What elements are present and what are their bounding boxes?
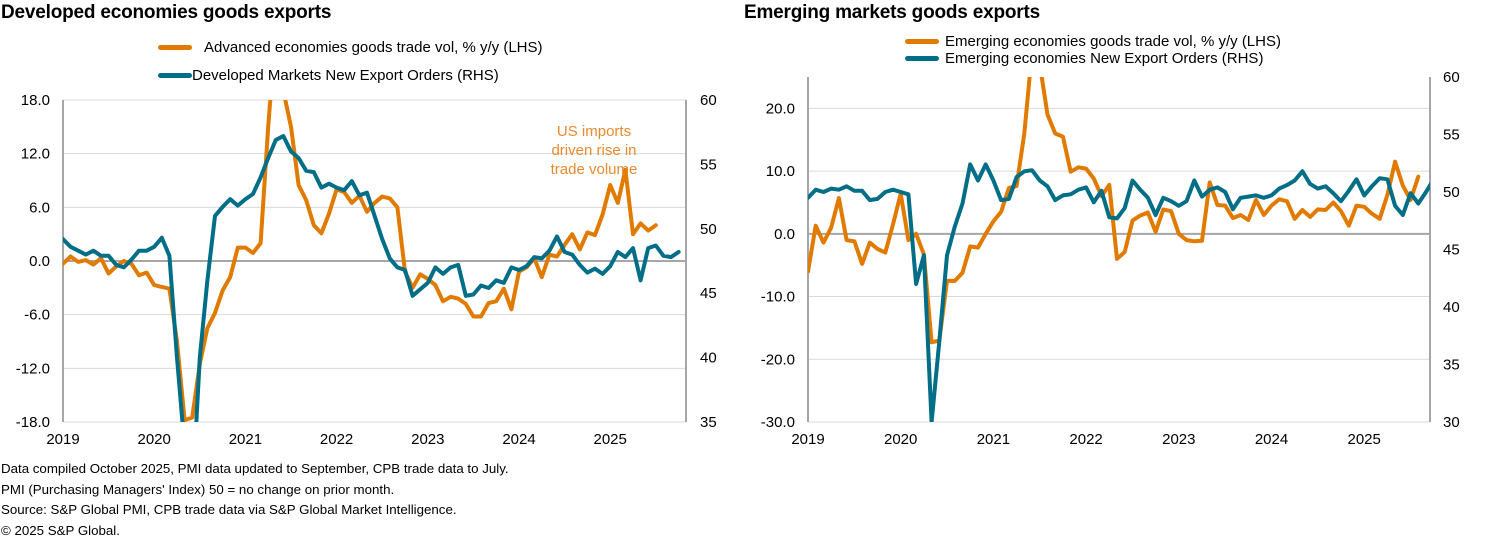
footnote-pmi-definition: PMI (Purchasing Managers' Index) 50 = no… [1, 481, 395, 497]
left-axis-tick-label: 20.0 [766, 100, 795, 117]
legend-label: Emerging economies New Export Orders (RH… [945, 50, 1264, 67]
series-line-new-export-orders [63, 134, 681, 422]
right-axis-tick-label: 40 [700, 350, 717, 367]
x-axis-tick-label: 2021 [229, 431, 262, 448]
legend-item-emerging-trade: Emerging economies goods trade vol, % y/… [905, 33, 1281, 50]
legend-label: Developed Markets New Export Orders (RHS… [192, 66, 499, 84]
right-axis-tick-label: 35 [700, 414, 717, 431]
right-axis-tick-label: 45 [700, 285, 717, 302]
left-axis-tick-label: -18.0 [16, 414, 50, 431]
x-axis-tick-label: 2019 [46, 431, 79, 448]
right-axis-tick-label: 40 [1443, 299, 1460, 316]
legend-label: Emerging economies goods trade vol, % y/… [945, 33, 1281, 50]
legend-label: Advanced economies goods trade vol, % y/… [204, 38, 543, 56]
right-axis-tick-label: 55 [700, 156, 717, 173]
annotation-text: trade volume [551, 161, 638, 178]
legend-item-emerging-neo: Emerging economies New Export Orders (RH… [905, 50, 1281, 67]
left-axis-tick-label: 12.0 [21, 146, 50, 163]
chart-2-legend: Emerging economies goods trade vol, % y/… [905, 33, 1281, 67]
left-axis-tick-label: 0.0 [29, 253, 50, 270]
annotation-text: driven rise in [551, 142, 636, 159]
series-line-new-export-orders [808, 162, 1430, 422]
legend-swatch-teal [158, 72, 192, 78]
x-axis-tick-label: 2024 [502, 431, 535, 448]
right-axis-tick-label: 50 [700, 221, 717, 238]
left-axis-tick-label: -10.0 [761, 289, 795, 306]
legend-swatch-orange [158, 44, 192, 50]
annotation-text: US imports [557, 123, 631, 140]
chart-1-legend: Advanced economies goods trade vol, % y/… [158, 37, 543, 85]
footnote-data-compiled: Data compiled October 2025, PMI data upd… [1, 461, 509, 476]
x-axis-tick-label: 2025 [594, 431, 627, 448]
x-axis-tick-label: 2025 [1348, 431, 1381, 448]
left-axis-tick-label: 0.0 [774, 226, 795, 243]
chart-2-plot: 20.0 10.0 0.0 -10.0 -20.0 -30.0 60 55 50 45 40 35 30… [761, 69, 1460, 448]
right-axis-tick-label: 30 [1443, 414, 1460, 431]
left-axis-tick-label: -12.0 [16, 360, 50, 377]
left-axis-tick-label: -6.0 [24, 307, 50, 324]
left-axis-tick-label: -20.0 [761, 351, 795, 368]
left-axis-tick-label: 18.0 [21, 92, 50, 109]
x-axis-tick-label: 2022 [1069, 431, 1102, 448]
legend-item-developed-neo: Developed Markets New Export Orders (RHS… [158, 65, 543, 85]
legend-swatch-orange [905, 39, 939, 44]
chart-1-title: Developed economies goods exports [1, 2, 332, 23]
x-axis-tick-label: 2020 [138, 431, 171, 448]
x-axis-tick-label: 2020 [884, 431, 917, 448]
footnotes: Data compiled October 2025, PMI data upd… [1, 459, 509, 541]
legend-swatch-teal [905, 56, 939, 61]
right-axis-tick-label: 35 [1443, 357, 1460, 374]
legend-item-advanced-trade: Advanced economies goods trade vol, % y/… [158, 37, 543, 57]
left-axis-tick-label: 10.0 [766, 163, 795, 180]
x-axis-tick-label: 2022 [320, 431, 353, 448]
right-axis-tick-label: 60 [700, 92, 717, 109]
left-axis-tick-label: -30.0 [761, 414, 795, 431]
x-axis-tick-label: 2019 [791, 431, 824, 448]
right-axis-tick-label: 50 [1443, 184, 1460, 201]
x-axis-tick-label: 2024 [1255, 431, 1288, 448]
right-axis-tick-label: 55 [1443, 127, 1460, 144]
x-axis-tick-label: 2023 [411, 431, 444, 448]
chart-2-title: Emerging markets goods exports [744, 2, 1040, 23]
chart-1-plot: 18.0 12.0 6.0 0.0 -6.0 -12.0 -18.0 60 55 50 45 40 35… [16, 92, 717, 448]
footnote-source: Source: S&P Global PMI, CPB trade data v… [1, 502, 457, 517]
x-axis-tick-label: 2021 [977, 431, 1010, 448]
footnote-copyright: © 2025 S&P Global. [1, 522, 120, 538]
right-axis-tick-label: 60 [1443, 69, 1460, 86]
x-axis-tick-label: 2023 [1162, 431, 1195, 448]
series-line-trade-volume [808, 77, 1421, 345]
right-axis-tick-label: 45 [1443, 242, 1460, 259]
left-axis-tick-label: 6.0 [29, 199, 50, 216]
